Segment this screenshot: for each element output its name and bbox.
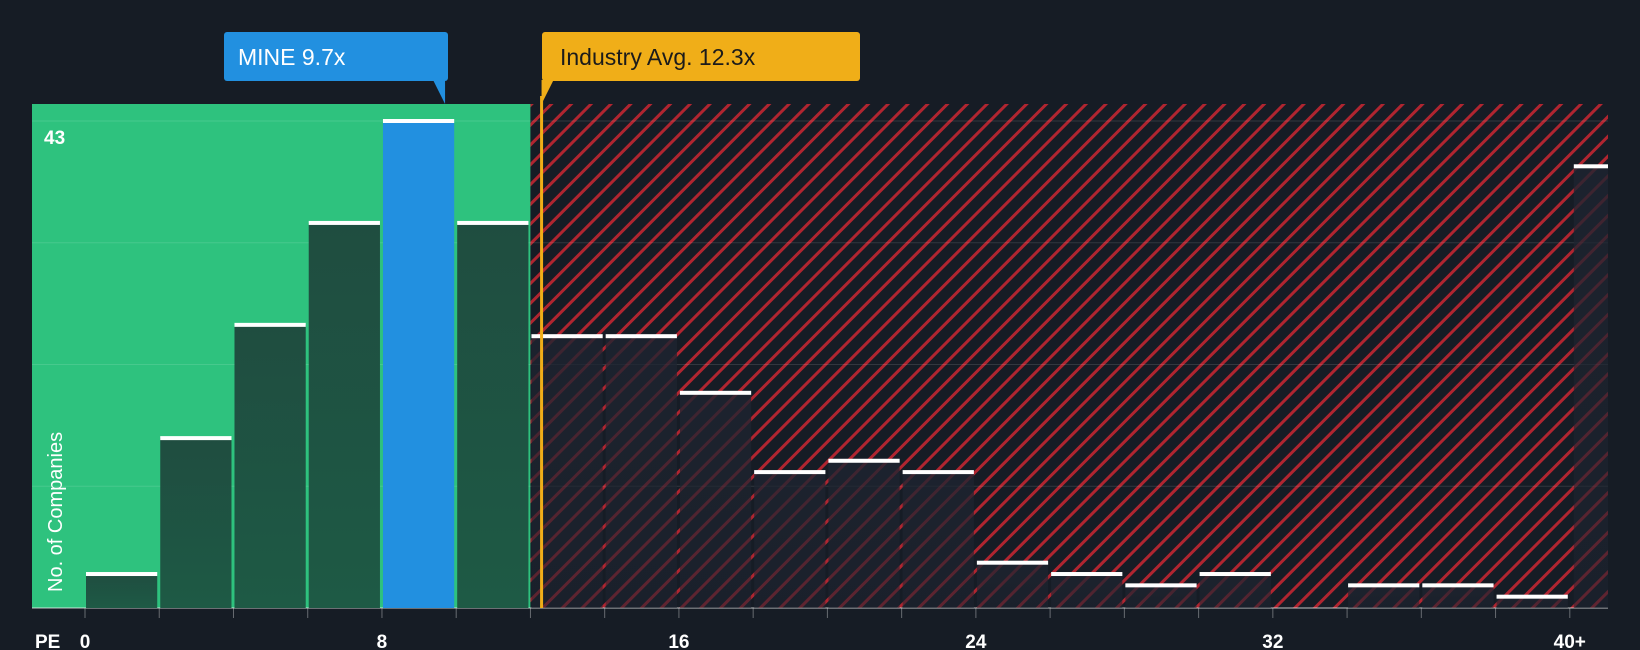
bar-cap-40+ [1573,164,1608,169]
x-tick-label: 0 [80,632,91,650]
bar-cap-16-18 [679,390,752,395]
industry-avg-pointer [541,80,554,104]
bar-cap-24-26 [976,560,1049,565]
bar-cap-6-8 [308,220,380,225]
bar-cap-38-40 [1496,594,1568,599]
bar-20-22 [828,460,900,608]
bar-34-36 [1348,585,1420,608]
bar-cap-8-10 [382,119,455,123]
bar-2-4 [160,438,232,608]
y-axis-label: No. of Companies [45,432,67,592]
bar-cap-4-6 [234,322,306,327]
x-tick-label: 40+ [1554,632,1586,650]
bar-cap-34-36 [1348,583,1420,588]
bar-8-10 [382,121,455,608]
x-tick-label: 32 [1262,632,1283,650]
bar-6-8 [308,222,380,608]
bar-24-26 [976,562,1049,608]
bar-26-28 [1051,574,1123,608]
bar-cap-26-28 [1051,572,1123,577]
bar-16-18 [679,392,752,608]
company-callout [224,32,448,81]
bar-14-16 [605,336,677,608]
bar-0-2 [86,574,158,608]
bar-38-40 [1496,596,1568,608]
x-tick-label: 24 [965,632,987,650]
bar-18-20 [754,472,826,608]
bar-22-24 [902,472,974,608]
industry-avg-callout [542,32,860,81]
bar-cap-22-24 [902,470,974,475]
company-pointer [433,80,446,104]
bar-4-6 [234,324,306,608]
bar-cap-28-30 [1125,583,1197,588]
bar-cap-0-2 [86,572,158,577]
bar-40+ [1573,166,1608,609]
bar-cap-36-38 [1422,583,1494,588]
bar-cap-20-22 [828,458,900,463]
bar-30-32 [1199,574,1271,608]
company-label: MINE 9.7x [238,44,346,70]
bar-cap-30-32 [1199,572,1271,577]
y-max-label: 43 [44,128,65,149]
bar-cap-18-20 [754,470,826,475]
x-tick-label: 16 [668,632,689,650]
x-tick-label: 8 [377,632,388,650]
bar-cap-14-16 [605,334,677,339]
bar-36-38 [1422,585,1494,608]
bar-cap-12-14 [531,334,603,339]
x-axis-label: PE [35,632,60,650]
bar-12-14 [531,336,603,608]
bar-cap-2-4 [160,436,232,441]
bar-28-30 [1125,585,1197,608]
bar-cap-10-12 [457,220,529,225]
industry-avg-label: Industry Avg. 12.3x [560,44,756,70]
bar-10-12 [457,222,529,608]
